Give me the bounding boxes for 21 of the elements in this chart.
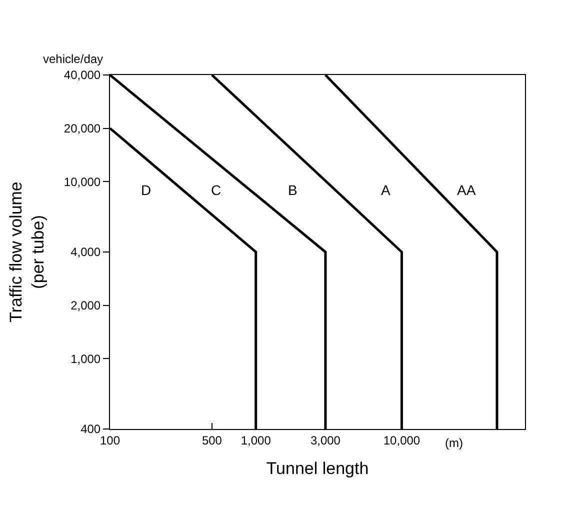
y-tick-label: 10,000 (64, 174, 101, 189)
x-tick-label: 3,000 (310, 433, 341, 448)
annotation: C (211, 182, 222, 198)
y-tick-label: 40,000 (64, 68, 101, 82)
x-axis-title: Tunnel length (266, 458, 369, 478)
y-tick-label: 4,000 (70, 245, 101, 260)
x-tick-label: 500 (202, 433, 222, 448)
y-tick-label: 400 (80, 422, 101, 436)
y-tick-label: 2,000 (70, 298, 101, 312)
x-tick-label: 1,000 (240, 433, 272, 448)
text: (m) (445, 436, 463, 450)
annotation: A (381, 182, 391, 198)
annotation: AA (457, 182, 476, 198)
annotation: D (141, 182, 152, 198)
text: vehicle/day (43, 52, 104, 66)
y-tick-label: 1,000 (70, 352, 101, 366)
y-tick-label: 20,000 (64, 121, 101, 136)
x-tick-label: 10,000 (383, 433, 420, 448)
y-axis-title: Traffic flow volume (per tube) (6, 182, 48, 322)
x-tick-label: 100 (100, 433, 120, 448)
annotation: B (288, 182, 298, 198)
